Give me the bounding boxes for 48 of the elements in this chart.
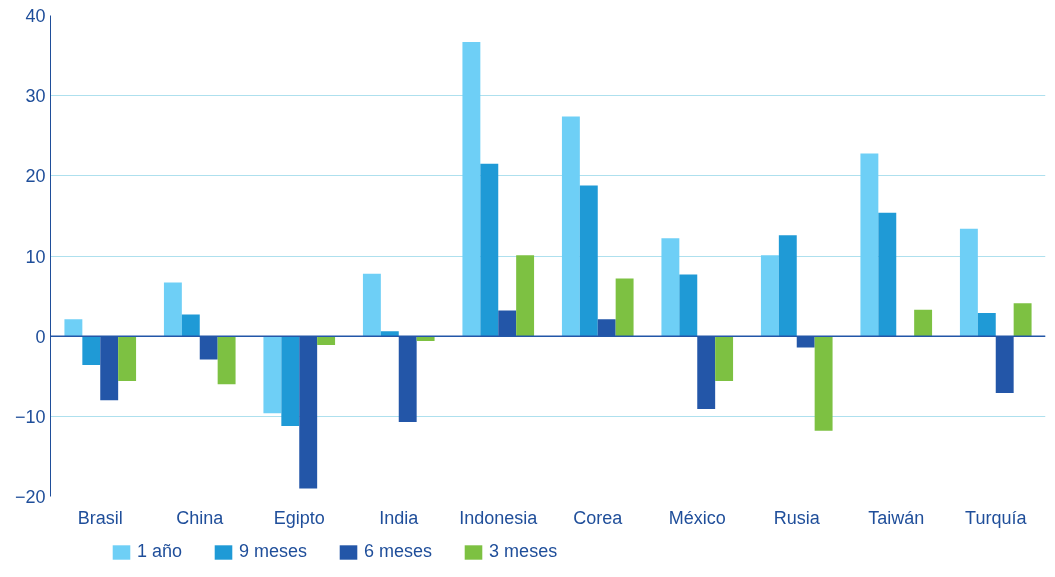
- bar: [217, 336, 236, 385]
- bar: [1013, 303, 1032, 337]
- x-tick-label: Rusia: [773, 507, 821, 528]
- bar: [118, 336, 137, 382]
- y-tick-label: −20: [14, 487, 46, 507]
- bar: [362, 273, 381, 337]
- bar: [462, 41, 481, 337]
- x-tick-label: China: [176, 507, 225, 528]
- y-tick-label: 40: [25, 6, 46, 26]
- bar: [715, 336, 734, 382]
- bar: [263, 336, 282, 414]
- bar: [163, 282, 182, 337]
- bar: [82, 336, 101, 366]
- x-tick-label: Turquía: [965, 507, 1028, 528]
- bar: [778, 235, 797, 337]
- bar: [64, 319, 83, 337]
- bar: [661, 238, 680, 337]
- bar: [760, 255, 779, 337]
- y-tick-label: 20: [25, 166, 46, 187]
- x-tick-label: Corea: [573, 507, 624, 528]
- bar: [860, 153, 879, 337]
- legend-label: 1 año: [137, 541, 183, 562]
- y-tick-label: −10: [14, 406, 46, 427]
- bar: [579, 185, 598, 337]
- x-tick-label: Egipto: [273, 507, 325, 528]
- bar: [281, 336, 300, 426]
- bar: [561, 116, 580, 337]
- bar: [878, 212, 897, 337]
- x-tick-label: India: [379, 507, 420, 528]
- bar: [615, 278, 634, 337]
- x-tick-label: Indonesia: [459, 507, 539, 528]
- bar: [181, 314, 200, 337]
- x-tick-label: México: [668, 507, 726, 528]
- bar: [814, 336, 833, 431]
- bar: [516, 255, 535, 337]
- x-tick-label: Taiwán: [868, 507, 925, 528]
- bar: [959, 228, 978, 337]
- x-tick-label: Brasil: [77, 507, 123, 528]
- y-tick-label: 10: [25, 246, 46, 267]
- bar: [977, 312, 996, 337]
- legend-label: 3 meses: [489, 541, 558, 562]
- y-tick-label: 30: [25, 86, 46, 107]
- legend-label: 6 meses: [364, 541, 433, 562]
- bar: [679, 274, 698, 337]
- y-tick-label: 0: [35, 326, 46, 347]
- legend-label: 9 meses: [239, 541, 308, 562]
- bar: [480, 163, 499, 337]
- bar: [914, 309, 933, 337]
